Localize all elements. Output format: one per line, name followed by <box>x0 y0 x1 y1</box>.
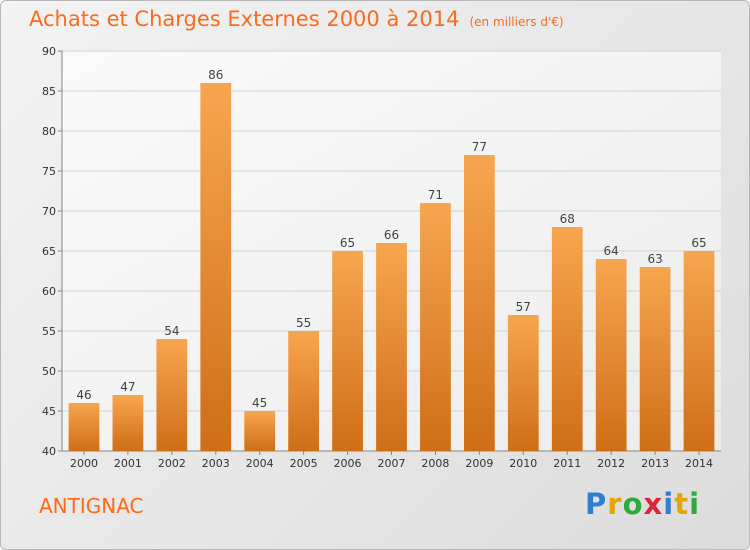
data-label: 65 <box>340 236 355 250</box>
logo-letter: r <box>607 487 623 521</box>
data-label: 71 <box>428 188 443 202</box>
bar <box>420 203 451 451</box>
bar <box>376 243 407 451</box>
chart-title: Achats et Charges Externes 2000 à 2014 (e… <box>29 7 564 31</box>
x-tick-label: 2011 <box>553 457 581 470</box>
data-label: 63 <box>647 252 662 266</box>
y-tick-label: 45 <box>42 405 56 418</box>
y-tick-label: 70 <box>42 205 56 218</box>
data-label: 45 <box>252 396 267 410</box>
y-tick-label: 55 <box>42 325 56 338</box>
data-label: 57 <box>516 300 531 314</box>
y-tick-label: 85 <box>42 85 56 98</box>
x-tick-label: 2007 <box>378 457 406 470</box>
commune-name: ANTIGNAC <box>39 494 144 518</box>
data-label: 64 <box>604 244 619 258</box>
bar <box>288 331 320 451</box>
chart-unit: (en milliers d'€) <box>469 15 564 29</box>
x-tick-label: 2012 <box>597 457 625 470</box>
x-tick-label: 2002 <box>158 457 186 470</box>
bar <box>244 411 276 451</box>
bar <box>112 395 144 451</box>
data-label: 46 <box>76 388 91 402</box>
y-tick-label: 65 <box>42 245 56 258</box>
bar <box>551 227 583 451</box>
data-label: 65 <box>691 236 706 250</box>
x-tick-label: 2000 <box>70 457 98 470</box>
bar <box>156 339 188 451</box>
logo-letter: i <box>689 487 701 521</box>
logo-letter: P <box>585 487 608 521</box>
x-tick-label: 2009 <box>465 457 493 470</box>
x-tick-label: 2008 <box>421 457 449 470</box>
logo-letter: i <box>663 487 675 521</box>
data-label: 77 <box>472 140 487 154</box>
x-tick-label: 2013 <box>641 457 669 470</box>
bar <box>683 251 715 451</box>
x-tick-label: 2005 <box>290 457 318 470</box>
logo-letter: o <box>622 487 644 521</box>
data-label: 86 <box>208 68 223 82</box>
bar <box>595 259 627 451</box>
data-label: 54 <box>164 324 179 338</box>
bar <box>68 403 100 451</box>
x-tick-label: 2003 <box>202 457 230 470</box>
data-label: 55 <box>296 316 311 330</box>
y-tick-label: 50 <box>42 365 56 378</box>
x-tick-label: 2010 <box>509 457 537 470</box>
y-tick-label: 80 <box>42 125 56 138</box>
logo-letter: x <box>643 487 664 521</box>
bar <box>332 251 363 451</box>
y-tick-label: 40 <box>42 445 56 458</box>
y-tick-label: 60 <box>42 285 56 298</box>
data-label: 68 <box>560 212 575 226</box>
bar <box>200 83 232 451</box>
x-tick-label: 2014 <box>685 457 713 470</box>
chart-title-text: Achats et Charges Externes 2000 à 2014 <box>29 7 460 31</box>
bar <box>507 315 539 451</box>
data-label: 47 <box>120 380 135 394</box>
proxiti-logo: Proxiti <box>585 487 700 521</box>
plot-area: 40 45 50 55 60 65 70 75 80 85 90 46 2000 47 2001 54 2002… <box>42 45 721 470</box>
x-tick-label: 2001 <box>114 457 142 470</box>
y-tick-label: 75 <box>42 165 56 178</box>
y-tick-label: 90 <box>42 45 56 58</box>
logo-letter: t <box>674 487 690 521</box>
data-label: 66 <box>384 228 399 242</box>
bar <box>639 267 671 451</box>
bar <box>463 155 495 451</box>
x-tick-label: 2004 <box>246 457 274 470</box>
x-tick-label: 2006 <box>334 457 362 470</box>
